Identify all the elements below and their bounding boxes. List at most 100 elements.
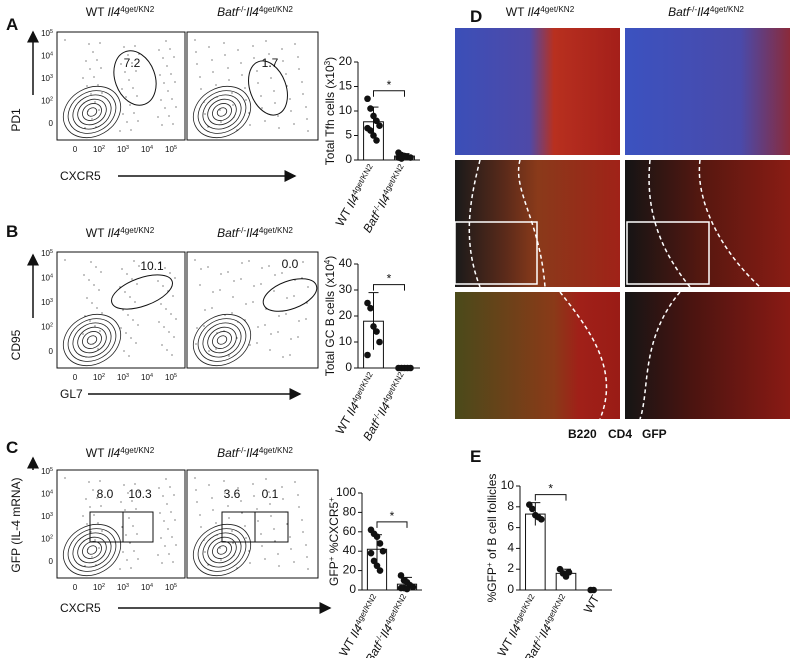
- event-dot: [195, 51, 197, 53]
- text-segment: 2: [50, 323, 53, 329]
- text-segment: Batf: [217, 446, 240, 460]
- event-dot: [130, 129, 132, 131]
- event-dot: [95, 126, 97, 128]
- event-dot: [126, 121, 128, 123]
- text-segment: 10: [93, 373, 102, 382]
- text-segment: 0: [49, 557, 54, 566]
- text-segment: 2: [50, 535, 53, 541]
- x-tick-label: 104: [141, 145, 153, 154]
- text-segment: 4: [150, 583, 153, 589]
- event-dot: [223, 330, 225, 332]
- column-header: Batf-/-Il44get/KN2: [217, 5, 293, 20]
- text-segment: 10: [41, 29, 50, 38]
- event-dot: [260, 95, 262, 97]
- gate-value: 1.7: [262, 56, 279, 70]
- data-point: [376, 122, 383, 129]
- text-segment: WT: [86, 5, 108, 19]
- event-dot: [168, 553, 170, 555]
- event-dot: [236, 129, 238, 131]
- event-dot: [158, 321, 160, 323]
- event-dot: [216, 534, 218, 536]
- contour: [82, 103, 102, 121]
- y-tick-label: 20: [339, 54, 353, 68]
- event-dot: [167, 528, 169, 530]
- event-dot: [224, 492, 226, 494]
- contour: [197, 528, 247, 572]
- event-dot: [207, 266, 209, 268]
- significance-label: *: [548, 482, 553, 496]
- event-dot: [128, 517, 130, 519]
- event-dot: [138, 491, 140, 493]
- event-dot: [277, 115, 279, 117]
- significance-bracket: [534, 494, 567, 501]
- x-tick-label: 103: [117, 145, 129, 154]
- data-point: [367, 127, 374, 134]
- event-dot: [245, 99, 247, 101]
- gate: [111, 274, 173, 310]
- event-dot: [253, 495, 255, 497]
- contour: [67, 90, 117, 134]
- event-dot: [199, 514, 201, 516]
- event-dot: [231, 530, 233, 532]
- event-dot: [241, 262, 243, 264]
- legend-label: B220: [568, 427, 597, 441]
- event-dot: [268, 53, 270, 55]
- event-dot: [85, 356, 87, 358]
- event-dot: [268, 491, 270, 493]
- event-dot: [170, 73, 172, 75]
- event-dot: [120, 63, 122, 65]
- text-segment: 4get/KN2: [511, 592, 536, 626]
- event-dot: [99, 42, 101, 44]
- event-dot: [245, 303, 247, 305]
- event-dot: [165, 308, 167, 310]
- text-segment: GFP: [327, 561, 341, 586]
- event-dot: [97, 348, 99, 350]
- text-segment: of B cell follicles: [485, 474, 499, 563]
- x-axis-label: CXCR5: [60, 169, 101, 183]
- event-dot: [240, 278, 242, 280]
- event-dot: [203, 539, 205, 541]
- image: [625, 292, 790, 419]
- event-dot: [212, 509, 214, 511]
- event-dot: [269, 349, 271, 351]
- event-dot: [91, 556, 93, 558]
- text-segment: 5: [50, 467, 53, 473]
- data-point: [538, 515, 545, 523]
- event-dot: [249, 124, 251, 126]
- event-dot: [84, 565, 86, 567]
- text-segment: 5: [50, 29, 53, 35]
- event-dot: [256, 508, 258, 510]
- event-dot: [122, 113, 124, 115]
- event-dot: [227, 505, 229, 507]
- event-dot: [211, 307, 213, 309]
- event-dot: [301, 519, 303, 521]
- event-dot: [101, 530, 103, 532]
- text-segment: 4: [50, 274, 53, 280]
- event-dot: [290, 110, 292, 112]
- text-segment: +: [327, 497, 336, 502]
- event-dot: [293, 295, 295, 297]
- text-segment: 10: [141, 583, 150, 592]
- y-tick-label: 10: [501, 478, 515, 492]
- event-dot: [162, 57, 164, 59]
- event-dot: [166, 349, 168, 351]
- x-tick-label: 0: [73, 583, 78, 592]
- event-dot: [172, 295, 174, 297]
- event-dot: [199, 284, 201, 286]
- gate: [122, 511, 154, 543]
- event-dot: [119, 130, 121, 132]
- event-dot: [88, 279, 90, 281]
- event-dot: [131, 278, 133, 280]
- text-segment: 3: [126, 373, 129, 379]
- event-dot: [257, 326, 259, 328]
- event-dot: [248, 550, 250, 552]
- event-dot: [290, 548, 292, 550]
- text-segment: Il4: [108, 446, 121, 460]
- event-dot: [286, 523, 288, 525]
- event-dot: [281, 48, 283, 50]
- text-segment: Batf: [217, 5, 240, 19]
- event-dot: [157, 280, 159, 282]
- event-dot: [237, 487, 239, 489]
- event-dot: [95, 266, 97, 268]
- gate: [254, 511, 289, 543]
